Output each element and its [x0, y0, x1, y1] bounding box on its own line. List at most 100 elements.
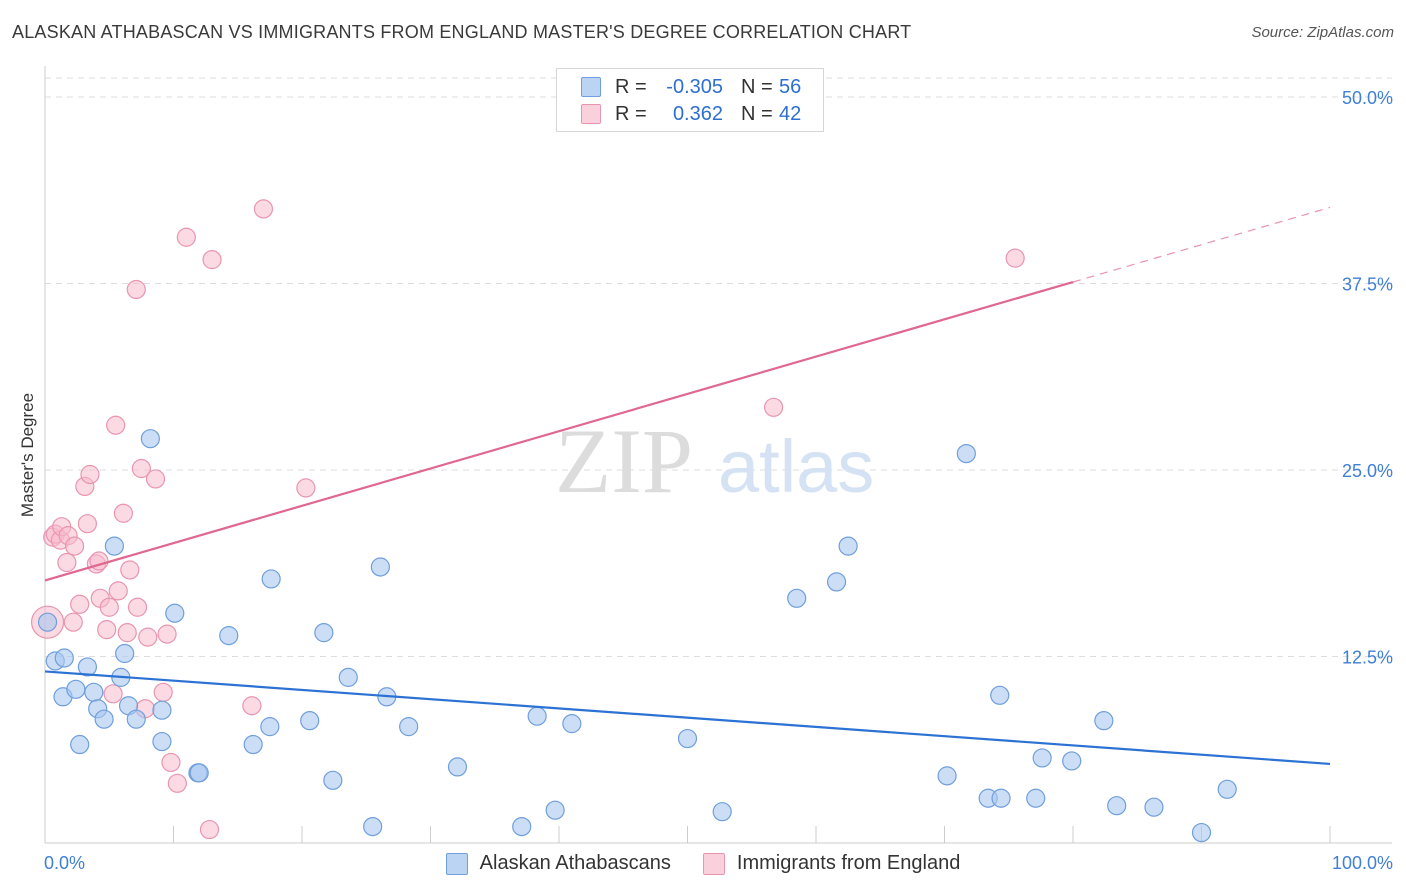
series-swatch-blue: [445, 852, 468, 875]
alaskan-point: [66, 679, 86, 699]
y-tick-label: 50.0%: [1342, 88, 1393, 108]
alaskan-point: [370, 557, 390, 577]
england-point: [176, 227, 196, 247]
watermark-atlas: atlas: [718, 425, 874, 508]
alaskan-point: [37, 612, 58, 632]
alaskan-point: [165, 603, 185, 623]
england-point: [70, 594, 90, 614]
legend-n-value: 56: [779, 75, 802, 98]
series-label-england: Immigrants from England: [736, 852, 961, 874]
series-legend: Alaskan Athabascans Immigrants from Engl…: [0, 852, 1406, 875]
alaskan-point: [562, 714, 582, 734]
england-point: [63, 612, 83, 632]
alaskan-point: [152, 731, 172, 752]
england-point: [131, 458, 151, 479]
england-point: [126, 279, 146, 300]
alaskan-point: [260, 717, 280, 737]
alaskan-point: [1107, 796, 1127, 816]
chart-title: ALASKAN ATHABASCAN VS IMMIGRANTS FROM EN…: [12, 22, 912, 42]
england-point: [120, 560, 140, 580]
x-tick-label-min: 0.0%: [44, 853, 85, 873]
alaskan-point: [937, 766, 957, 786]
england-point: [77, 514, 98, 534]
alaskan-point: [219, 626, 239, 646]
england-trend-extension: [1072, 206, 1331, 283]
england-point: [1005, 248, 1025, 268]
alaskan-point: [1191, 822, 1212, 843]
alaskan-point: [447, 757, 468, 777]
alaskan-point: [1032, 748, 1052, 768]
alaskan-point: [787, 588, 807, 608]
england-point: [97, 620, 117, 640]
alaskan-point: [77, 657, 98, 677]
england-point: [99, 597, 119, 617]
england-point: [108, 581, 128, 601]
england-point: [161, 752, 181, 773]
alaskan-point: [399, 717, 419, 737]
england-point: [145, 469, 166, 489]
england-point: [64, 536, 85, 556]
alaskan-point: [261, 569, 281, 589]
alaskan-point: [152, 700, 172, 720]
england-point: [167, 773, 187, 793]
alaskan-point: [677, 728, 698, 749]
legend-n-value: 42: [779, 102, 802, 125]
y-tick-label: 25.0%: [1342, 461, 1393, 481]
alaskan-point: [363, 816, 383, 837]
alaskan-point: [115, 643, 135, 664]
alaskan-point: [300, 711, 320, 731]
legend-swatch-blue: [581, 77, 601, 97]
alaskan-point: [140, 429, 160, 449]
england-point: [80, 464, 100, 485]
alaskan-point: [1026, 788, 1046, 808]
alaskan-point: [1062, 751, 1082, 771]
england-point: [127, 597, 148, 617]
alaskan-point: [838, 536, 858, 556]
england-point: [153, 682, 173, 702]
series-legend-england[interactable]: Immigrants from England: [702, 852, 961, 875]
alaskan-point: [54, 648, 74, 668]
england-point: [296, 478, 316, 498]
england-point: [113, 503, 133, 523]
england-point: [253, 199, 274, 219]
alaskan-point: [104, 536, 124, 556]
alaskan-point: [956, 443, 976, 464]
alaskan-trend-line: [44, 670, 1331, 766]
legend-r-value: 0.362: [672, 102, 723, 125]
england-trend-line: [44, 280, 1074, 582]
alaskan-point: [84, 682, 104, 702]
legend-n-label: N =: [741, 102, 773, 125]
series-swatch-pink: [702, 852, 725, 875]
legend-r-label: R =: [615, 102, 647, 125]
y-tick-label: 12.5%: [1342, 648, 1393, 668]
england-point: [242, 696, 262, 716]
alaskan-point: [243, 734, 263, 755]
alaskan-point: [126, 709, 146, 729]
alaskan-point: [189, 763, 209, 783]
y-axis-label: Master's Degree: [18, 392, 37, 518]
legend-swatch-pink: [581, 104, 601, 124]
legend-n-label: N =: [741, 75, 773, 98]
alaskan-point: [712, 802, 732, 822]
alaskan-point: [545, 800, 565, 820]
watermark-zip: ZIP: [555, 410, 693, 512]
x-tick-label-max: 100.0%: [1332, 853, 1393, 873]
alaskan-point: [1217, 779, 1237, 799]
series-legend-alaskan[interactable]: Alaskan Athabascans: [445, 852, 671, 875]
source-credit: Source: ZipAtlas.com: [1251, 24, 1394, 41]
correlation-legend: R = -0.305 N = 56 R = 0.362 N = 42: [556, 68, 824, 132]
england-point: [202, 250, 222, 270]
alaskan-point: [323, 770, 343, 790]
alaskan-point: [991, 788, 1011, 808]
england-point: [157, 624, 177, 644]
england-point: [103, 684, 123, 704]
legend-r-label: R =: [615, 75, 647, 98]
alaskan-point: [527, 706, 547, 726]
alaskan-point: [338, 667, 358, 687]
england-point: [57, 552, 77, 573]
alaskan-point: [1144, 797, 1164, 817]
england-point: [199, 819, 220, 840]
alaskan-point: [826, 572, 847, 592]
alaskan-point: [1094, 711, 1114, 731]
alaskan-point: [512, 816, 532, 837]
